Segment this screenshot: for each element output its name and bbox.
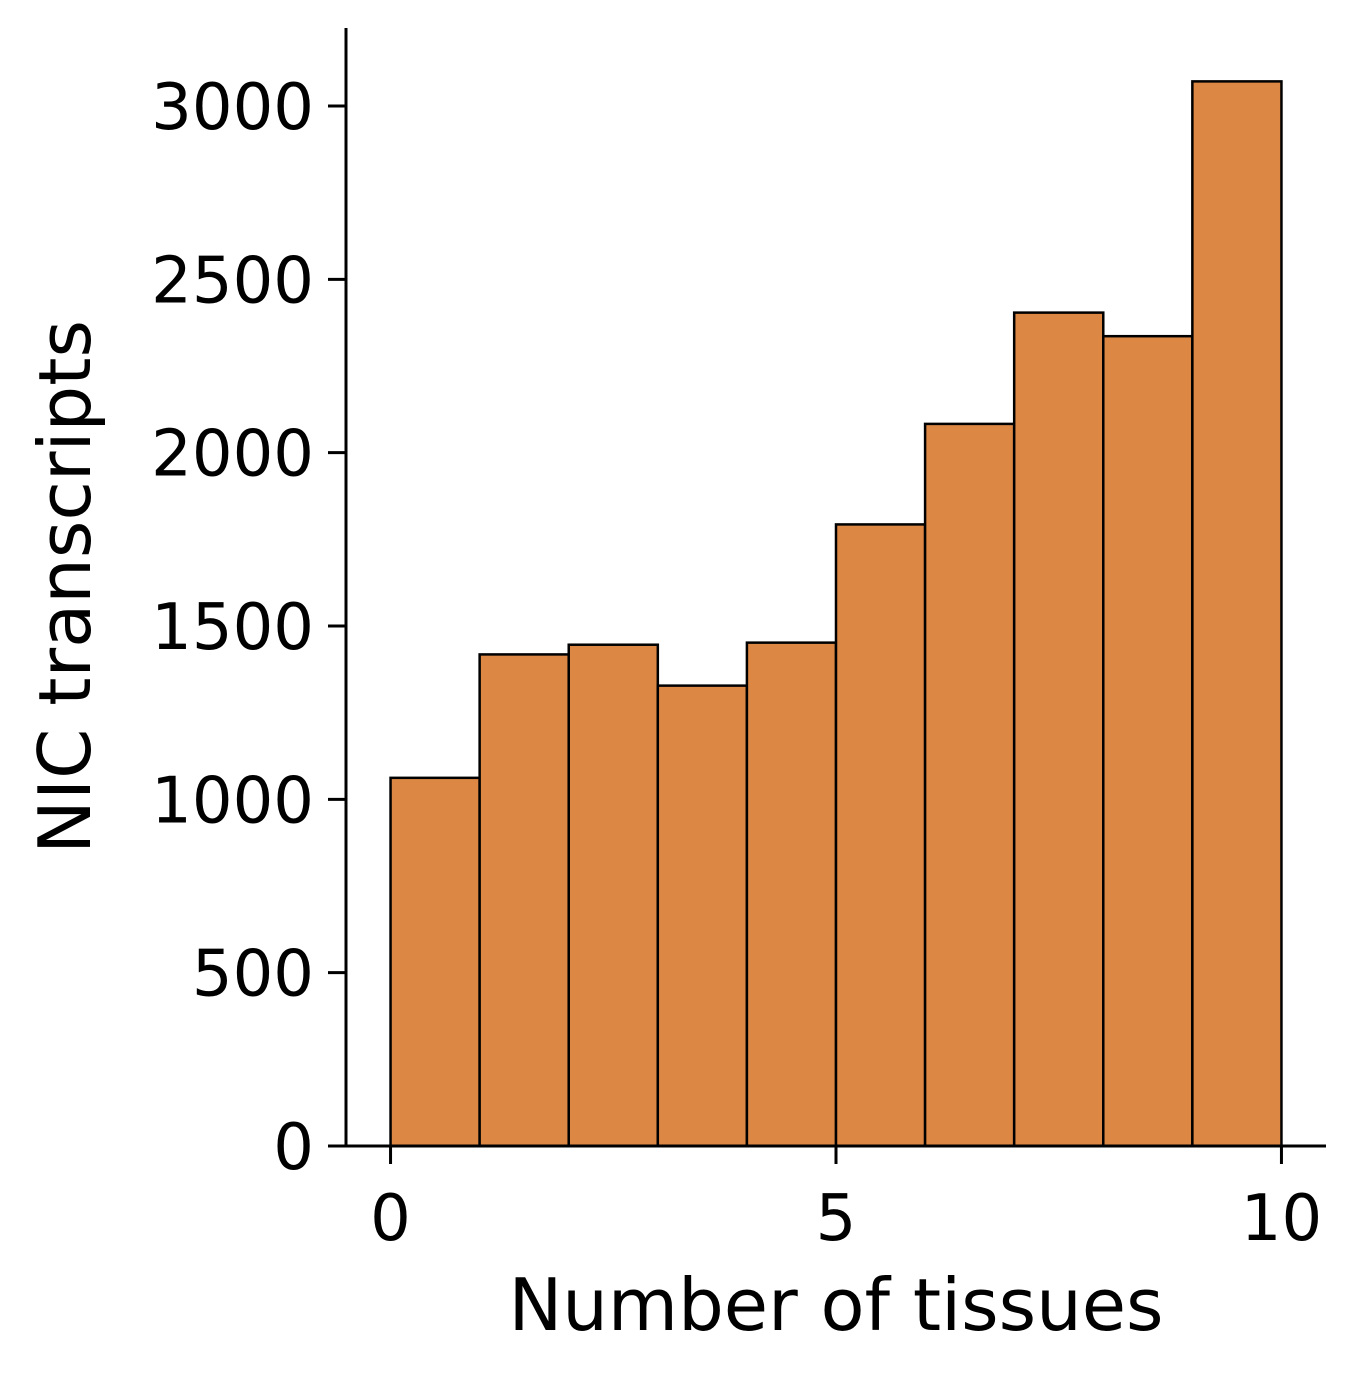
histogram-bar <box>1102 334 1194 1148</box>
y-tick-label: 500 <box>192 938 314 1012</box>
y-axis-label: NIC transcripts <box>23 320 107 854</box>
y-ticks-group: 0 500 1000 1500 2000 2500 3000 <box>151 71 346 1185</box>
histogram-bar <box>478 653 570 1148</box>
x-tick-label: 0 <box>370 1182 411 1256</box>
y-tick-label: 2500 <box>151 244 314 318</box>
x-ticks-group: 0 5 10 <box>370 1146 1322 1256</box>
y-tick-label: 1500 <box>151 591 314 665</box>
x-axis-label: Number of tissues <box>508 1263 1163 1347</box>
y-tick-label: 3000 <box>151 71 314 145</box>
histogram-bar <box>567 643 660 1148</box>
histogram-bar <box>923 422 1016 1148</box>
y-tick-label: 2000 <box>151 418 314 492</box>
x-tick-label: 5 <box>816 1182 857 1256</box>
x-tick-label: 10 <box>1241 1182 1322 1256</box>
bars-group <box>389 80 1283 1148</box>
histogram-bar <box>656 684 749 1148</box>
y-tick-label: 1000 <box>151 764 314 838</box>
y-tick-label: 0 <box>273 1111 314 1185</box>
histogram-bar <box>389 776 481 1148</box>
histogram-bar <box>1191 80 1283 1148</box>
histogram-bar <box>1012 311 1105 1148</box>
histogram-bar <box>745 641 838 1148</box>
histogram-bar <box>834 523 927 1148</box>
